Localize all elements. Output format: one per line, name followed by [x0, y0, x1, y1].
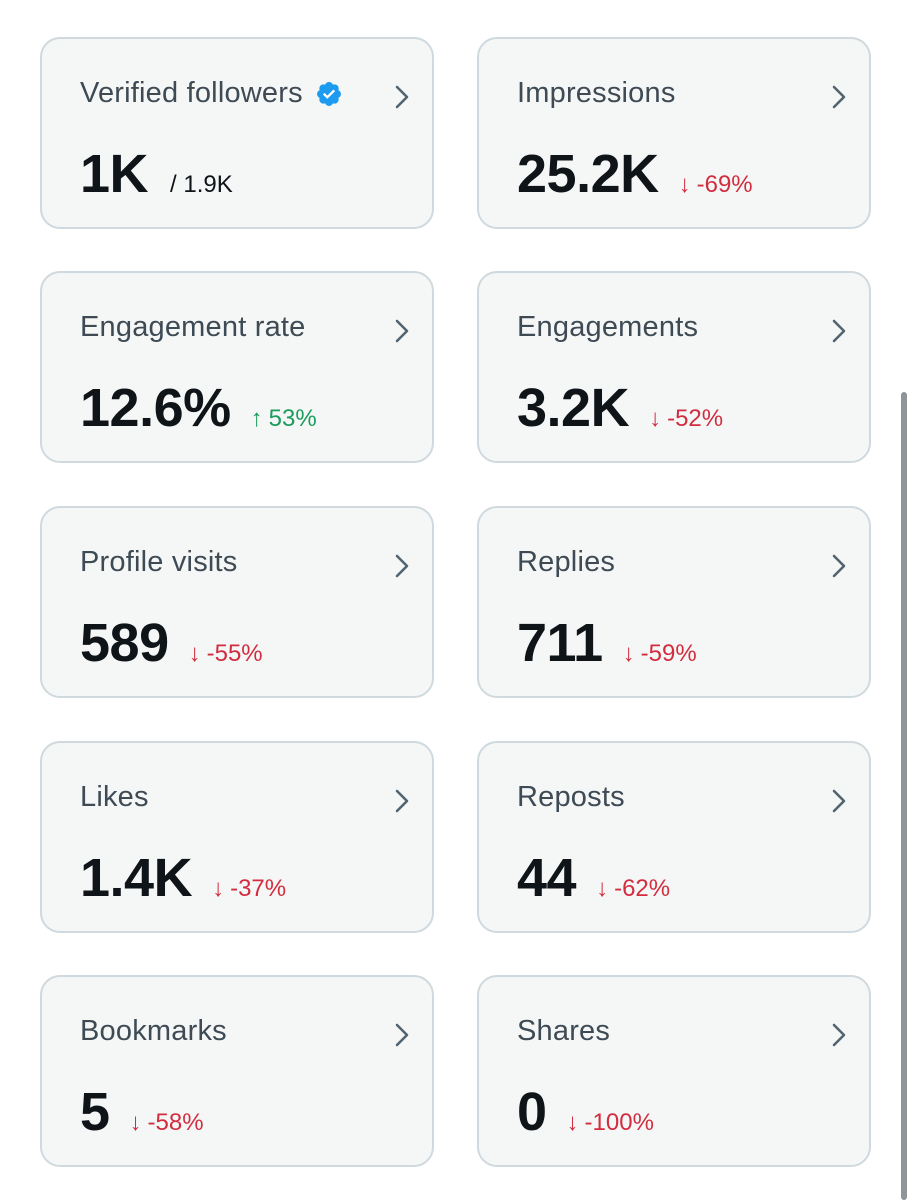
- metric-values: 1.4K ↓ -37%: [80, 847, 286, 911]
- change-percent: 53%: [268, 405, 317, 432]
- scrollbar[interactable]: [901, 392, 907, 1200]
- card-engagement-rate[interactable]: Engagement rate 12.6% ↑ 53%: [40, 271, 434, 463]
- arrow-down-icon: ↓: [596, 875, 609, 902]
- change-percent: -62%: [614, 875, 671, 902]
- chevron-right-icon: [395, 1023, 409, 1047]
- change-indicator: ↓ -55%: [189, 640, 263, 668]
- metric-value: 0: [517, 1082, 547, 1142]
- chevron-right-icon: [832, 319, 846, 343]
- chevron-right-icon: [832, 554, 846, 578]
- chevron-right-icon: [395, 85, 409, 109]
- metric-values: 589 ↓ -55%: [80, 612, 263, 676]
- chevron-right-icon: [395, 319, 409, 343]
- change-indicator: ↑ 53%: [251, 405, 317, 433]
- chevron-right-icon: [395, 554, 409, 578]
- change-indicator: ↓ -37%: [212, 875, 286, 903]
- card-engagements[interactable]: Engagements 3.2K ↓ -52%: [477, 271, 871, 463]
- change-percent: -52%: [667, 405, 724, 432]
- card-bookmarks[interactable]: Bookmarks 5 ↓ -58%: [40, 975, 434, 1167]
- card-shares[interactable]: Shares 0 ↓ -100%: [477, 975, 871, 1167]
- metric-values: 5 ↓ -58%: [80, 1081, 204, 1145]
- card-title-label: Verified followers: [80, 77, 303, 109]
- chevron-right-icon: [832, 85, 846, 109]
- metric-total: / 1.9K: [170, 171, 233, 198]
- metric-values: 25.2K ↓ -69%: [517, 143, 753, 207]
- arrow-down-icon: ↓: [622, 640, 635, 667]
- metric-value: 5: [80, 1082, 110, 1142]
- change-indicator: ↓ -52%: [649, 405, 723, 433]
- metric-value: 12.6%: [80, 378, 231, 438]
- card-title: Engagement rate: [80, 311, 306, 343]
- metric-value: 44: [517, 848, 577, 908]
- card-title: Reposts: [517, 781, 625, 813]
- metric-values: 3.2K ↓ -52%: [517, 377, 723, 441]
- card-title: Engagements: [517, 311, 699, 343]
- chevron-right-icon: [395, 789, 409, 813]
- metric-values: 711 ↓ -59%: [517, 612, 697, 676]
- metric-value: 1K: [80, 144, 149, 204]
- change-indicator: ↓ -69%: [679, 171, 753, 199]
- metric-value: 25.2K: [517, 144, 659, 204]
- card-title: Replies: [517, 546, 616, 578]
- metric-values: 0 ↓ -100%: [517, 1081, 654, 1145]
- card-title: Bookmarks: [80, 1015, 227, 1047]
- change-percent: -59%: [640, 640, 697, 667]
- change-indicator: ↓ -59%: [623, 640, 697, 668]
- arrow-up-icon: ↑: [250, 405, 263, 432]
- card-likes[interactable]: Likes 1.4K ↓ -37%: [40, 741, 434, 933]
- chevron-right-icon: [832, 789, 846, 813]
- arrow-down-icon: ↓: [129, 1109, 142, 1136]
- chevron-right-icon: [832, 1023, 846, 1047]
- arrow-down-icon: ↓: [188, 640, 201, 667]
- arrow-down-icon: ↓: [678, 171, 691, 198]
- arrow-down-icon: ↓: [649, 405, 662, 432]
- card-verified-followers[interactable]: Verified followers 1K / 1.9K: [40, 37, 434, 229]
- card-impressions[interactable]: Impressions 25.2K ↓ -69%: [477, 37, 871, 229]
- change-percent: -69%: [696, 171, 753, 198]
- metric-values: 1K / 1.9K: [80, 143, 233, 207]
- change-indicator: ↓ -100%: [567, 1109, 654, 1137]
- card-reposts[interactable]: Reposts 44 ↓ -62%: [477, 741, 871, 933]
- change-percent: -37%: [230, 875, 287, 902]
- metric-value: 1.4K: [80, 848, 193, 908]
- card-profile-visits[interactable]: Profile visits 589 ↓ -55%: [40, 506, 434, 698]
- metric-values: 12.6% ↑ 53%: [80, 377, 317, 441]
- metric-value: 3.2K: [517, 378, 630, 438]
- card-title: Verified followers: [80, 77, 343, 110]
- change-indicator: ↓ -62%: [596, 875, 670, 903]
- arrow-down-icon: ↓: [212, 875, 225, 902]
- card-title: Shares: [517, 1015, 611, 1047]
- verified-badge-icon: [316, 81, 341, 106]
- card-title: Impressions: [517, 77, 676, 109]
- card-replies[interactable]: Replies 711 ↓ -59%: [477, 506, 871, 698]
- metric-values: 44 ↓ -62%: [517, 847, 670, 911]
- card-title: Profile visits: [80, 546, 238, 578]
- arrow-down-icon: ↓: [566, 1109, 579, 1136]
- change-percent: -55%: [206, 640, 263, 667]
- metric-value: 711: [517, 613, 603, 673]
- change-indicator: ↓ -58%: [130, 1109, 204, 1137]
- card-title: Likes: [80, 781, 149, 813]
- metric-value: 589: [80, 613, 169, 673]
- change-percent: -100%: [584, 1109, 654, 1136]
- change-percent: -58%: [147, 1109, 204, 1136]
